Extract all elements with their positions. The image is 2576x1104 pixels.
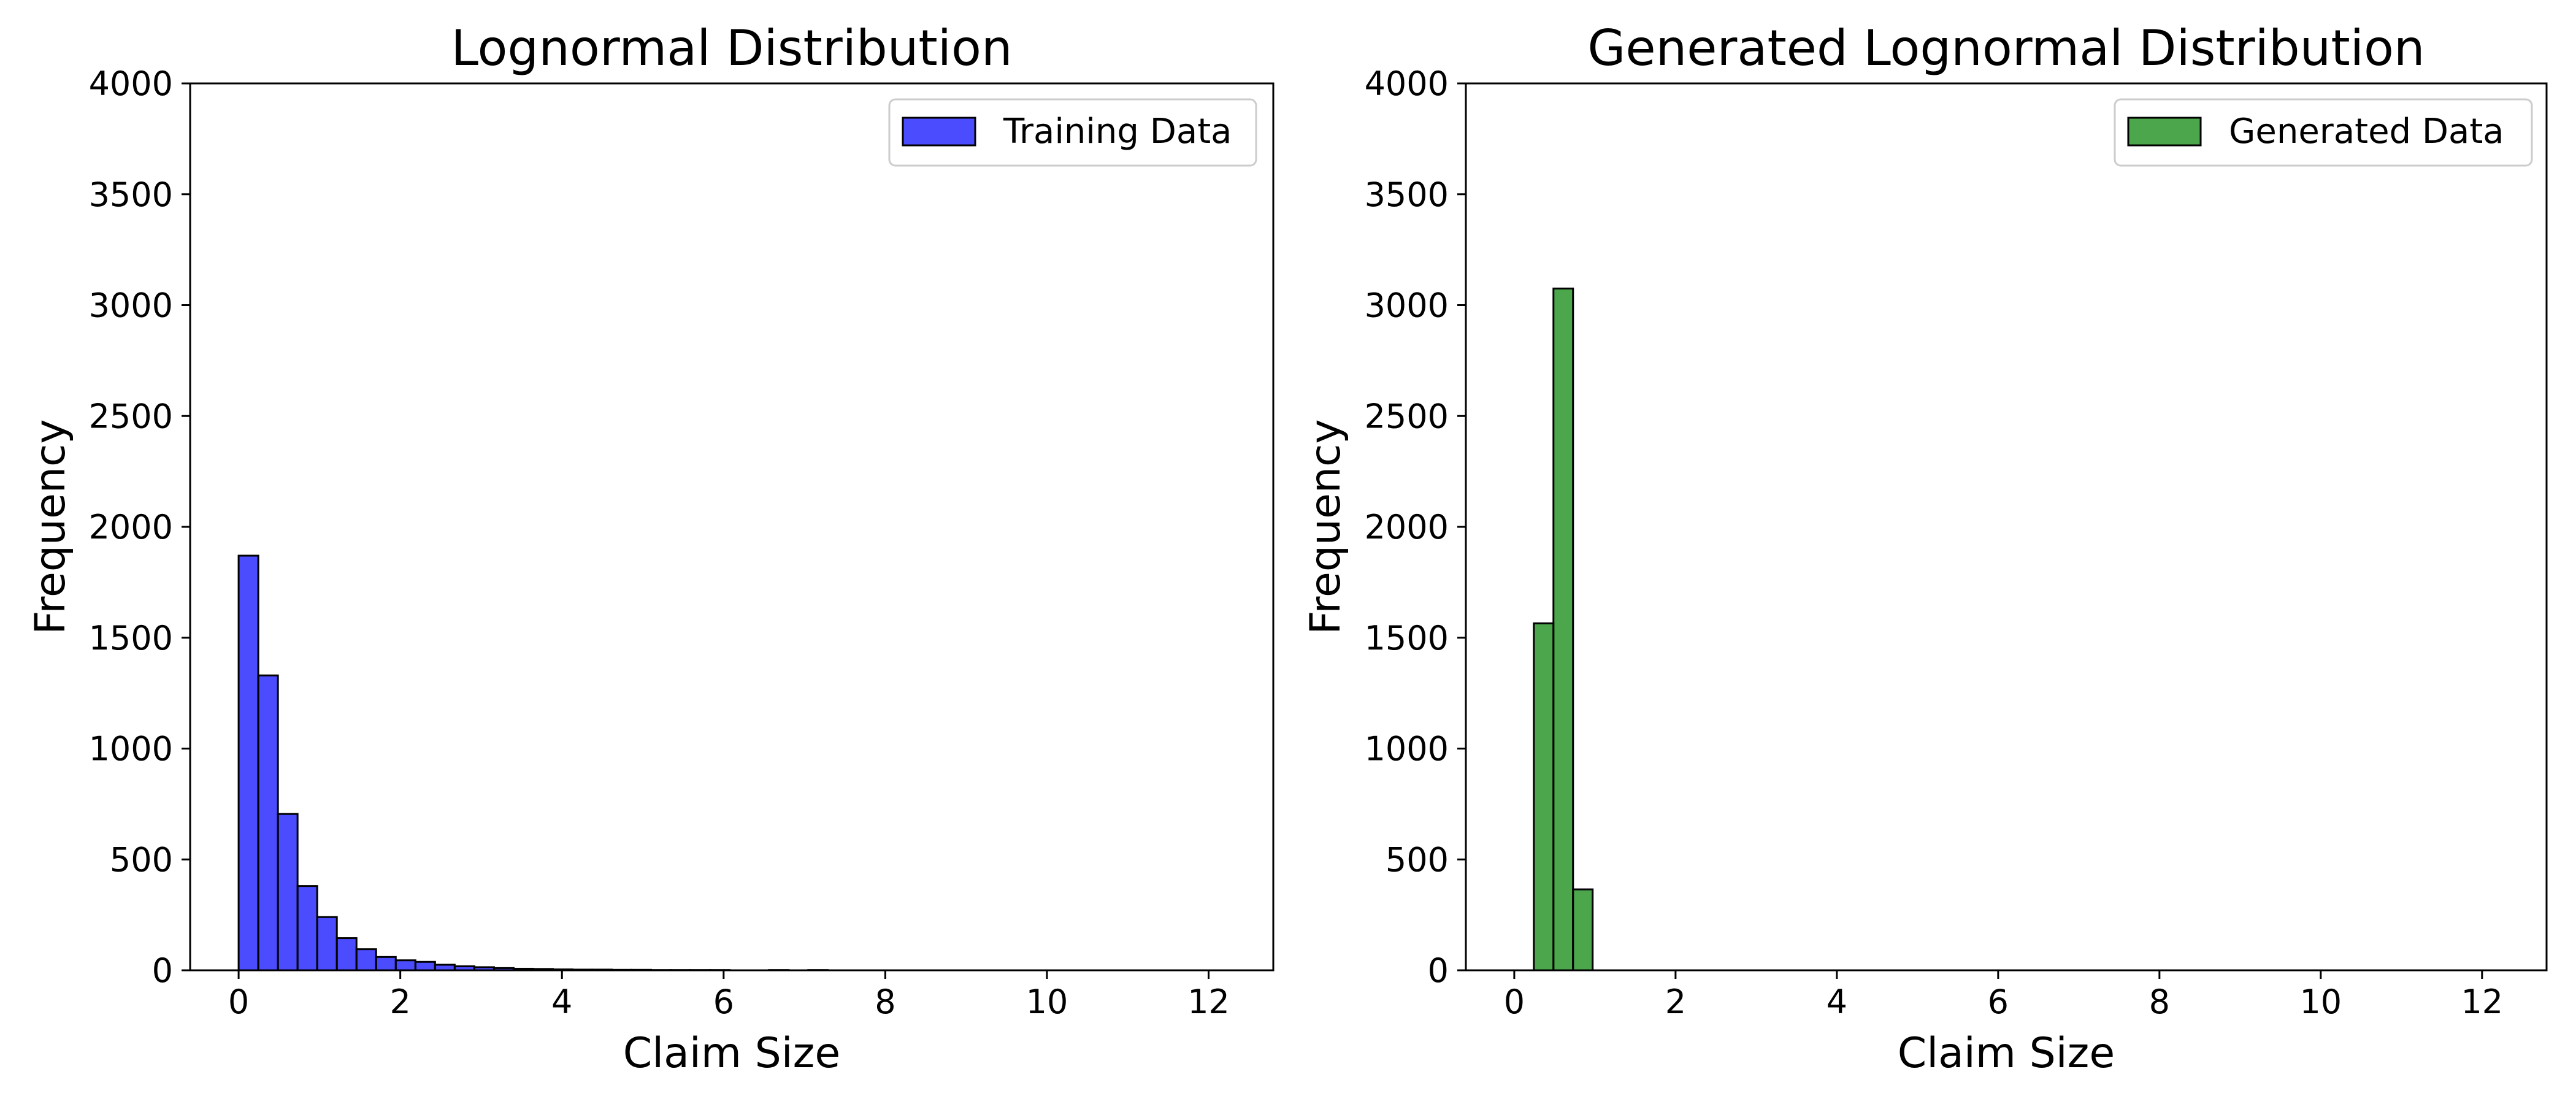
x-tick-label: 0 [1504,983,1525,1021]
legend: Generated Data [2114,98,2533,167]
ticks-group: 0 2 4 6 8 10 12 0 500 1000 1500 2000 2500 3000 3500 400… [1365,64,2504,1021]
y-axis-label: Frequency [26,419,75,634]
ticks-group: 0 2 4 6 8 10 12 0 500 1000 1500 2000 2500 3000 3500 400… [89,64,1230,1021]
x-tick-label: 10 [2299,983,2342,1021]
x-tick-label: 2 [389,983,410,1021]
y-tick-label: 0 [152,951,173,990]
histogram-bar [1552,287,1574,972]
y-tick-label: 2000 [89,508,173,546]
y-tick-label: 0 [1428,951,1449,990]
legend-box [888,98,1257,167]
legend-swatch [2127,117,2202,147]
histogram-bar [335,937,358,972]
bars-group [237,554,829,972]
histogram-bar [316,916,338,972]
legend-box [2114,98,2533,167]
histogram-bar [394,959,416,972]
x-tick-label: 12 [2461,983,2503,1021]
x-axis-label: Claim Size [1898,1029,2115,1078]
y-tick-label: 1500 [1365,619,1449,657]
y-tick-label: 3000 [1365,286,1449,325]
histogram-bar [237,554,259,972]
y-tick-label: 3000 [89,286,173,325]
x-tick-label: 4 [551,983,572,1021]
histogram-bar [1572,888,1594,972]
y-tick-label: 1500 [89,619,173,657]
plot-frame [1465,82,2548,972]
x-tick-label: 4 [1827,983,1847,1021]
chart-panel-generated: Generated Lognormal Distribution 0 2 4 6 8 10… [1301,20,2548,1078]
histogram-bar [1533,622,1555,972]
legend-swatch [902,117,976,147]
histogram-bar [355,948,377,972]
y-axis-label: Frequency [1301,419,1350,634]
y-tick-label: 2500 [1365,397,1449,435]
plot-frame [189,82,1275,972]
y-tick-label: 500 [110,840,173,879]
x-tick-label: 8 [875,983,895,1021]
legend-label: Generated Data [2229,112,2504,151]
x-tick-label: 12 [1187,983,1230,1021]
legend-label: Training Data [1003,112,1232,151]
histogram-bar [277,813,299,972]
y-tick-label: 4000 [1365,64,1449,103]
y-tick-label: 2000 [1365,508,1449,546]
chart-title: Generated Lognormal Distribution [1587,20,2425,77]
chart-panel-training: Lognormal Distribution 0 2 4 6 8 10 12 0 500 1000… [26,20,1275,1078]
y-tick-label: 2500 [89,397,173,435]
y-tick-label: 500 [1386,840,1449,879]
histogram-bar [257,674,279,972]
chart-title: Lognormal Distribution [451,20,1012,77]
x-tick-label: 2 [1665,983,1686,1021]
legend: Training Data [888,98,1257,167]
x-tick-label: 6 [1988,983,2009,1021]
histogram-bar [414,960,436,972]
x-tick-label: 10 [1026,983,1068,1021]
bars-group [1533,287,1594,972]
x-axis-label: Claim Size [623,1029,840,1078]
x-tick-label: 6 [713,983,734,1021]
y-tick-label: 4000 [89,64,173,103]
histogram-bar [296,885,318,972]
x-tick-label: 0 [228,983,249,1021]
y-tick-label: 1000 [89,730,173,769]
histogram-bar [375,956,397,972]
y-tick-label: 3500 [1365,175,1449,214]
y-tick-label: 3500 [89,175,173,214]
y-tick-label: 1000 [1365,730,1449,769]
x-tick-label: 8 [2149,983,2170,1021]
